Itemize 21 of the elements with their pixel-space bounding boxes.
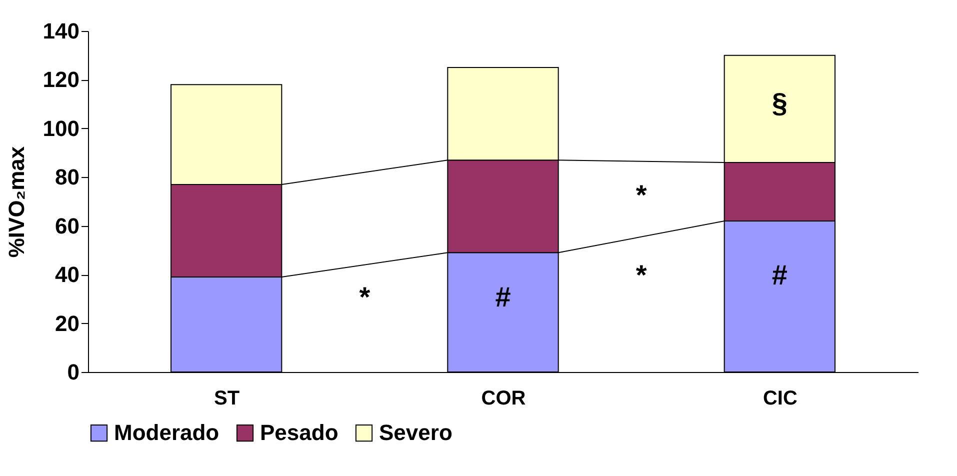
y-tick-label: 60 bbox=[55, 213, 80, 238]
legend-label: Moderado bbox=[114, 420, 220, 445]
annotation: * bbox=[636, 179, 647, 210]
x-tick-label: ST bbox=[214, 388, 240, 410]
y-tick-label: 140 bbox=[42, 18, 80, 44]
annotation: # bbox=[772, 260, 788, 291]
y-tick-label: 40 bbox=[55, 262, 80, 288]
annotation: * bbox=[636, 260, 647, 291]
annotation: * bbox=[359, 282, 370, 313]
y-tick-label: 0 bbox=[67, 360, 80, 384]
legend-label: Pesado bbox=[260, 420, 338, 445]
legend-label: Severo bbox=[379, 420, 452, 445]
y-tick-label: 80 bbox=[55, 164, 80, 190]
annotation: § bbox=[772, 87, 788, 118]
annotation: # bbox=[495, 282, 512, 313]
y-tick-label: 100 bbox=[42, 116, 80, 141]
y-tick-label: 20 bbox=[55, 310, 80, 336]
x-tick-label: CIC bbox=[762, 388, 798, 410]
x-tick-label: COR bbox=[481, 388, 526, 410]
y-axis-title: %IVO₂max bbox=[4, 146, 29, 258]
y-tick-label: 120 bbox=[42, 67, 80, 92]
